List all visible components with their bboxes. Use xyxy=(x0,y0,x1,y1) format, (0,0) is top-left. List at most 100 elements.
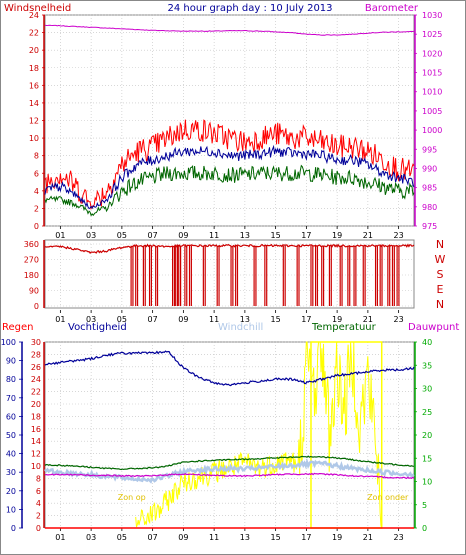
panel3-ytick-right-label: 15 xyxy=(422,454,432,463)
annotation-sunrise: Zon op xyxy=(118,493,146,502)
panel2-xtick-label: 11 xyxy=(209,315,219,324)
panel3-humidity-tick-label: 80 xyxy=(6,375,16,384)
panel2-xtick-label: 07 xyxy=(148,315,158,324)
panel1-right-label: Barometer xyxy=(365,3,419,14)
panel3-temp-tick-label: 30 xyxy=(31,338,41,347)
panel2-xtick-label: 15 xyxy=(271,315,281,324)
panel2-ytick-label: 180 xyxy=(24,271,39,280)
legend-windchill: Windchill xyxy=(218,322,263,333)
panel1-xtick-label: 03 xyxy=(86,231,96,240)
legend-rain: Regen xyxy=(2,322,34,333)
panel1-ytick-right-label: 985 xyxy=(422,184,437,193)
panel2-xtick-label: 03 xyxy=(86,315,96,324)
panel3-humidity-tick-label: 0 xyxy=(11,524,16,533)
panel1-ytick-right-label: 990 xyxy=(422,164,437,173)
wind-gust-line xyxy=(44,119,415,211)
panel1-ytick-left-label: 10 xyxy=(29,134,39,143)
compass-letter-e: E xyxy=(437,283,444,296)
panel2-xtick-label: 13 xyxy=(240,315,250,324)
panel3-xtick-label: 17 xyxy=(301,533,311,542)
panel3-temp-tick-label: 6 xyxy=(36,487,41,496)
panel3-humidity-tick-label: 90 xyxy=(6,357,16,366)
panel3-xtick-label: 19 xyxy=(332,533,342,542)
panel2-xtick-label: 01 xyxy=(55,315,65,324)
legend-dewpoint: Dauwpunt xyxy=(408,322,459,333)
panel3-temp-tick-label: 0 xyxy=(36,524,41,533)
panel1-ytick-right-label: 975 xyxy=(422,222,437,231)
panel2-xtick-label: 23 xyxy=(394,315,404,324)
panel1-ytick-right-label: 1025 xyxy=(422,30,442,39)
panel3-humidity-tick-label: 100 xyxy=(1,338,16,347)
panel3-humidity-tick-label: 50 xyxy=(6,431,16,440)
compass-letter-n: N xyxy=(436,298,444,311)
panel2-xtick-label: 05 xyxy=(117,315,127,324)
panel3-temp-tick-label: 26 xyxy=(31,363,41,372)
panel1-ytick-left-label: 16 xyxy=(29,81,39,90)
panel2-xtick-label: 09 xyxy=(178,315,188,324)
panel1-xtick-label: 05 xyxy=(117,231,127,240)
panel1-xtick-label: 09 xyxy=(178,231,188,240)
panel1-ytick-right-label: 1010 xyxy=(422,88,442,97)
panel1-left-label: Windsnelheid xyxy=(4,3,71,14)
legend-humidity: Vochtigheid xyxy=(68,322,127,333)
wind-min-line xyxy=(44,164,415,217)
panel3-ytick-right-label: 30 xyxy=(422,385,432,394)
panel1-ytick-left-label: 12 xyxy=(29,117,39,126)
panel1-ytick-left-label: 20 xyxy=(29,46,39,55)
panel2-xtick-label: 17 xyxy=(301,315,311,324)
panel1-ytick-right-label: 1000 xyxy=(422,126,442,135)
panel1-xtick-label: 15 xyxy=(271,231,281,240)
panel3-humidity-tick-label: 20 xyxy=(6,487,16,496)
panel2-xtick-label: 19 xyxy=(332,315,342,324)
panel3-xtick-label: 09 xyxy=(178,533,188,542)
panel1-ytick-right-label: 1005 xyxy=(422,107,442,116)
humidity-line xyxy=(44,350,415,387)
panel3-temp-tick-label: 28 xyxy=(31,350,41,359)
panel3-xtick-label: 11 xyxy=(209,533,219,542)
panel3-temp-tick-label: 4 xyxy=(36,499,41,508)
panel3-humidity-tick-label: 10 xyxy=(6,505,16,514)
panel1-ytick-left-label: 22 xyxy=(29,29,39,38)
panel3-humidity-tick-label: 30 xyxy=(6,468,16,477)
panel1-xtick-label: 17 xyxy=(301,231,311,240)
annotation-sunset: Zon onder xyxy=(367,493,409,502)
panel1-ytick-left-label: 18 xyxy=(29,64,39,73)
panel3-temp-tick-label: 22 xyxy=(31,388,41,397)
panel3-temp-tick-label: 18 xyxy=(31,412,41,421)
panel3-ytick-right-label: 20 xyxy=(422,431,432,440)
panel1-xtick-label: 11 xyxy=(209,231,219,240)
legend-temperature: Temperatuur xyxy=(311,322,377,333)
panel3-xtick-label: 13 xyxy=(240,533,250,542)
panel3-ytick-right-label: 35 xyxy=(422,361,432,370)
panel3-xtick-label: 05 xyxy=(117,533,127,542)
panel3-xtick-label: 03 xyxy=(86,533,96,542)
panel1-xtick-label: 19 xyxy=(332,231,342,240)
panel1-ytick-left-label: 6 xyxy=(34,169,39,178)
chart-title: 24 hour graph day : 10 July 2013 xyxy=(167,3,332,14)
panel1-xtick-label: 07 xyxy=(148,231,158,240)
panel3-ytick-right-label: 10 xyxy=(422,478,432,487)
panel1-ytick-right-label: 1020 xyxy=(422,49,442,58)
panel3-xtick-label: 15 xyxy=(271,533,281,542)
panel3-humidity-tick-label: 60 xyxy=(6,412,16,421)
compass-letter-w: W xyxy=(435,253,446,266)
panel3-temp-tick-label: 24 xyxy=(31,375,41,384)
dewpoint-line xyxy=(44,472,415,480)
panel3-temp-tick-label: 2 xyxy=(36,512,41,521)
panel1-ytick-left-label: 2 xyxy=(34,204,39,213)
panel3-humidity-tick-label: 40 xyxy=(6,450,16,459)
wind-average-line xyxy=(44,144,415,210)
wind-direction-line xyxy=(44,243,415,255)
panel3-xtick-label: 21 xyxy=(363,533,373,542)
compass-letter-s: S xyxy=(437,268,444,281)
panel1-ytick-left-label: 24 xyxy=(29,11,39,20)
panel1-ytick-left-label: 0 xyxy=(34,222,39,231)
panel2-ytick-label: 0 xyxy=(34,302,39,311)
panel3-ytick-right-label: 25 xyxy=(422,408,432,417)
temperature-line xyxy=(44,455,415,471)
panel1-ytick-left-label: 8 xyxy=(34,152,39,161)
panel1-xtick-label: 01 xyxy=(55,231,65,240)
panel3-ytick-right-label: 40 xyxy=(422,338,432,347)
